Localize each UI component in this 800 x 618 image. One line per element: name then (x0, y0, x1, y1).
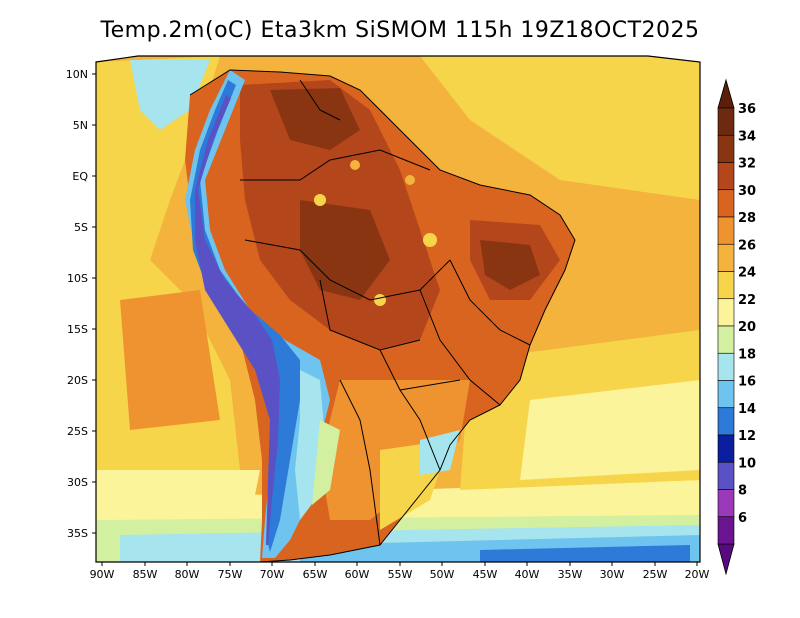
map-title: Temp.2m(oC) Eta3km SiSMOM 115h 19Z18OCT2… (100, 18, 700, 43)
colorbar-label: 26 (738, 238, 756, 253)
colorbar-label: 12 (738, 429, 756, 444)
colorbar-segment (717, 216, 735, 245)
colorbar-label: 34 (738, 129, 756, 144)
lon-label-25w: 25W (643, 568, 668, 581)
lon-label-70w: 70W (260, 568, 285, 581)
colorbar-label: 32 (738, 157, 756, 172)
lon-label-90w: 90W (90, 568, 115, 581)
colorbar-label: 14 (738, 402, 756, 417)
lon-label-55w: 55W (388, 568, 413, 581)
lon-label-40w: 40W (515, 568, 540, 581)
colorbar-segment (717, 461, 735, 490)
lat-label-25s: 25S (67, 425, 88, 438)
colorbar: 36 34 32 30 28 26 24 22 20 18 16 14 12 10 8 6 (717, 78, 756, 576)
lat-label-5s: 5S (74, 221, 88, 234)
lat-label-10s: 10S (67, 272, 88, 285)
colorbar-segment (717, 380, 735, 409)
colorbar-segment (717, 352, 735, 381)
colorbar-segment (717, 189, 735, 218)
lon-label-30w: 30W (600, 568, 625, 581)
colorbar-label: 30 (738, 184, 756, 199)
colorbar-segment (717, 407, 735, 436)
colorbar-label: 8 (738, 484, 747, 499)
colorbar-label: 16 (738, 375, 756, 390)
lon-label-65w: 65W (303, 568, 328, 581)
colorbar-label: 10 (738, 456, 756, 471)
map-frame (95, 55, 701, 563)
lat-label-20s: 20S (67, 374, 88, 387)
colorbar-labels: 36 34 32 30 28 26 24 22 20 18 16 14 12 10 8 6 (738, 102, 756, 526)
lat-label-eq: EQ (72, 170, 88, 183)
longitude-axis (101, 562, 698, 566)
colorbar-min-arrow (717, 543, 735, 576)
colorbar-label: 36 (738, 102, 756, 117)
colorbar-segment (717, 271, 735, 300)
lat-label-30s: 30S (67, 476, 88, 489)
lat-label-5n: 5N (73, 119, 88, 132)
lon-label-85w: 85W (133, 568, 158, 581)
latitude-axis (92, 73, 96, 534)
lon-label-75w: 75W (218, 568, 243, 581)
colorbar-label: 18 (738, 347, 756, 362)
colorbar-label: 28 (738, 211, 756, 226)
colorbar-segment (717, 298, 735, 327)
lat-label-35s: 35S (67, 527, 88, 540)
colorbar-segment (717, 434, 735, 463)
colorbar-segment (717, 516, 735, 545)
colorbar-label: 6 (738, 511, 747, 526)
latitude-labels: 10N 5N EQ 5S 10S 15S 20S 25S 30S 35S (66, 68, 89, 540)
lat-label-15s: 15S (67, 323, 88, 336)
lon-label-60w: 60W (345, 568, 370, 581)
colorbar-segment (717, 107, 735, 136)
lat-label-10n: 10N (66, 68, 88, 81)
colorbar-segment (717, 325, 735, 354)
lon-label-80w: 80W (175, 568, 200, 581)
colorbar-label: 24 (738, 266, 756, 281)
lon-label-45w: 45W (473, 568, 498, 581)
colorbar-label: 22 (738, 293, 756, 308)
temperature-field (96, 56, 700, 562)
colorbar-label: 20 (738, 320, 756, 335)
colorbar-segment (717, 243, 735, 272)
colorbar-segment (717, 162, 735, 191)
longitude-labels: 90W 85W 80W 75W 70W 65W 60W 55W 50W 45W … (90, 568, 710, 581)
colorbar-segment (717, 134, 735, 163)
lon-label-50w: 50W (430, 568, 455, 581)
lon-label-20w: 20W (685, 568, 710, 581)
colorbar-segments (717, 107, 735, 545)
lon-label-35w: 35W (558, 568, 583, 581)
colorbar-segment (717, 489, 735, 518)
country-borders (189, 69, 576, 562)
colorbar-max-arrow (717, 78, 735, 109)
